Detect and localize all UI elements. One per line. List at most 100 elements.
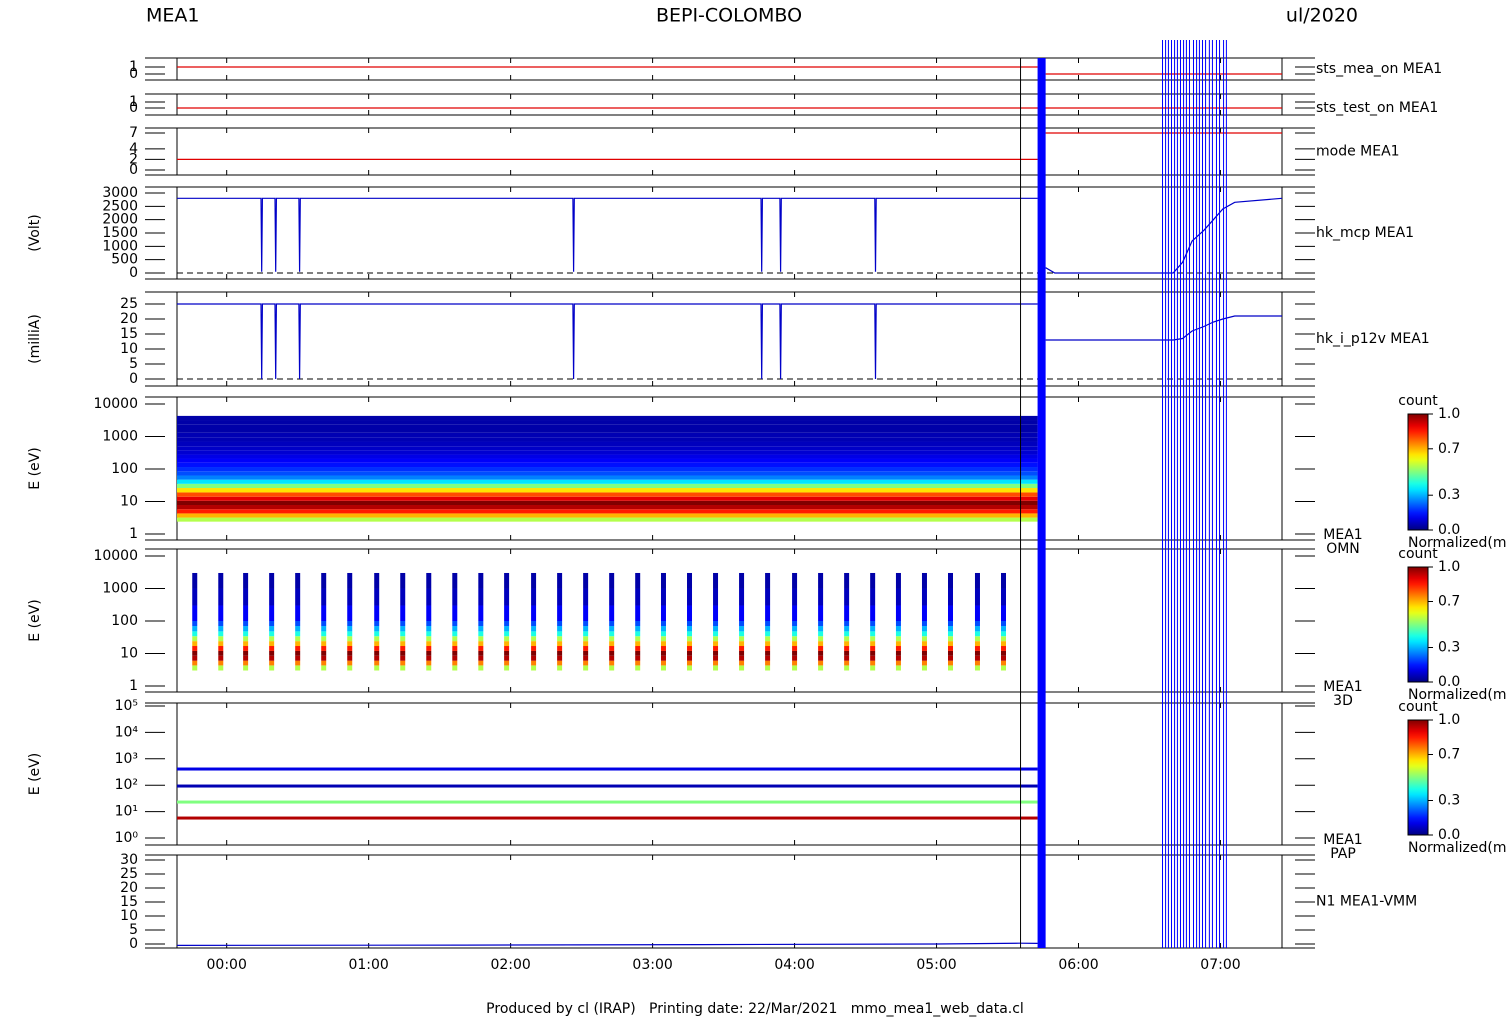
burst-cell xyxy=(660,641,666,647)
burst-cell xyxy=(687,636,693,642)
burst-cell xyxy=(739,631,745,637)
burst-cell xyxy=(660,588,666,606)
burst-cell xyxy=(1001,631,1007,637)
burst-cell xyxy=(504,660,510,666)
burst-cell xyxy=(504,650,510,656)
burst-cell xyxy=(347,626,353,632)
burst-cell xyxy=(295,620,301,627)
panel-label: OMN xyxy=(1326,541,1360,557)
burst-cell xyxy=(531,620,537,627)
burst-cell xyxy=(974,660,980,666)
y-tick-label: 1000 xyxy=(102,580,138,596)
spectrogram-cell xyxy=(177,458,1038,463)
burst-cell xyxy=(295,588,301,606)
burst-cell xyxy=(504,588,510,606)
burst-cell xyxy=(818,665,824,671)
y-tick-label: 25 xyxy=(120,866,138,882)
burst-cell xyxy=(739,660,745,666)
pap-row xyxy=(177,784,1038,788)
burst-cell xyxy=(870,641,876,647)
burst-cell xyxy=(660,572,666,589)
burst-cell xyxy=(426,660,432,666)
burst-cell xyxy=(818,655,824,661)
colorbar-tick-label: 1.0 xyxy=(1438,406,1460,422)
y-axis-label: E (eV) xyxy=(27,753,43,795)
panel-label: sts_test_on MEA1 xyxy=(1316,100,1438,116)
burst-cell xyxy=(347,631,353,637)
burst-cell xyxy=(895,626,901,632)
burst-cell xyxy=(687,646,693,651)
burst-cell xyxy=(426,655,432,661)
x-tick-label: 02:00 xyxy=(490,957,530,973)
burst-cell xyxy=(218,572,224,589)
burst-cell xyxy=(713,631,719,637)
burst-cell xyxy=(948,631,953,637)
burst-cell xyxy=(870,646,876,651)
burst-cell xyxy=(687,588,693,606)
burst-cell xyxy=(218,646,224,651)
colorbar-tick-label: 0.0 xyxy=(1438,827,1460,843)
burst-cell xyxy=(895,665,901,671)
y-tick-label: 10 xyxy=(120,645,138,661)
burst-cell xyxy=(921,572,927,589)
y-tick-label: 10³ xyxy=(115,751,138,767)
burst-cell xyxy=(895,636,901,642)
burst-cell xyxy=(504,641,510,647)
panel-box xyxy=(176,127,1283,176)
burst-cell xyxy=(635,636,641,642)
spectrogram-cell xyxy=(177,424,1038,429)
burst-cell xyxy=(295,655,301,661)
burst-cell xyxy=(792,655,798,661)
y-tick-label: 15 xyxy=(120,326,138,342)
burst-cell xyxy=(713,588,719,606)
burst-cell xyxy=(974,626,980,632)
burst-cell xyxy=(844,605,850,621)
panel-box xyxy=(176,93,1283,116)
burst-cell xyxy=(374,588,380,606)
burst-cell xyxy=(347,641,353,647)
burst-cell xyxy=(739,655,745,661)
colorbar-caption: Normalized(m xyxy=(1408,535,1507,551)
y-tick-label: 1 xyxy=(129,678,138,694)
burst-cell xyxy=(400,588,406,606)
burst-cell xyxy=(687,665,693,671)
burst-cell xyxy=(609,572,615,589)
burst-cell xyxy=(739,646,745,651)
burst-cell xyxy=(400,626,406,632)
burst-cell xyxy=(921,655,927,661)
burst-cell xyxy=(531,626,537,632)
burst-cell xyxy=(218,665,224,671)
burst-cell xyxy=(426,626,432,632)
panel-label: PAP xyxy=(1330,846,1356,862)
burst-cell xyxy=(583,636,589,642)
burst-cell xyxy=(321,636,327,642)
y-tick-label: 0 xyxy=(129,936,138,952)
burst-cell xyxy=(295,646,301,651)
burst-cell xyxy=(269,626,275,632)
burst-cell xyxy=(660,626,666,632)
y-tick-label: 20 xyxy=(120,880,138,896)
burst-cell xyxy=(792,631,798,637)
burst-cell xyxy=(609,660,615,666)
burst-cell xyxy=(321,588,327,606)
spectrogram-cell xyxy=(177,509,1038,514)
burst-cell xyxy=(243,605,249,621)
burst-cell xyxy=(478,588,484,606)
spectrogram-cell xyxy=(177,517,1038,522)
burst-cell xyxy=(504,572,510,589)
burst-cell xyxy=(635,665,641,671)
burst-cell xyxy=(452,655,458,661)
burst-cell xyxy=(218,655,224,661)
burst-cell xyxy=(531,646,537,651)
spectrogram-cell xyxy=(177,500,1038,506)
x-tick-label: 07:00 xyxy=(1200,957,1240,973)
panel-label: hk_mcp MEA1 xyxy=(1316,225,1414,241)
burst-cell xyxy=(557,650,563,656)
burst-cell xyxy=(400,631,406,637)
burst-cell xyxy=(531,588,537,606)
burst-cell xyxy=(687,626,693,632)
burst-cell xyxy=(844,660,850,666)
burst-cell xyxy=(974,646,980,651)
burst-cell xyxy=(557,620,563,627)
burst-cell xyxy=(713,660,719,666)
